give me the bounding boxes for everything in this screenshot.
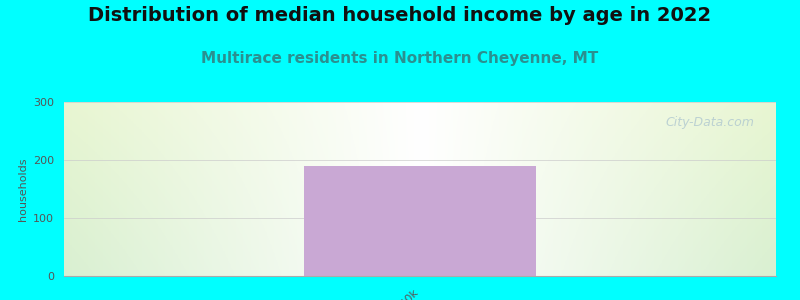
Text: Multirace residents in Northern Cheyenne, MT: Multirace residents in Northern Cheyenne… [202,51,598,66]
Text: City-Data.com: City-Data.com [666,116,754,129]
Y-axis label: households: households [18,157,27,221]
Bar [304,166,536,276]
Text: Distribution of median household income by age in 2022: Distribution of median household income … [89,6,711,25]
